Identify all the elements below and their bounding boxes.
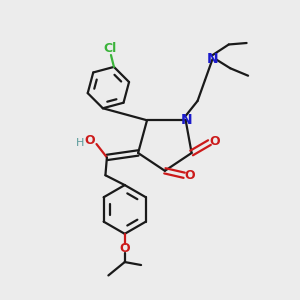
Text: O: O [209,135,220,148]
Text: O: O [85,134,95,147]
Text: Cl: Cl [104,42,117,55]
Text: N: N [180,113,192,127]
Text: O: O [184,169,195,182]
Text: N: N [207,52,219,66]
Text: H: H [76,138,84,148]
Text: O: O [119,242,130,255]
